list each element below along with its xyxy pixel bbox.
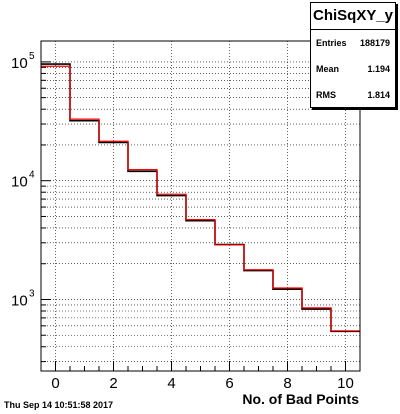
grid-lines [41, 41, 360, 371]
y-tick-label: 10 [11, 174, 28, 191]
y-tick-exponent: 3 [29, 288, 35, 299]
x-tick-label: 8 [283, 375, 291, 392]
rms-value: 1.814 [367, 90, 390, 100]
entries-value: 188179 [359, 38, 390, 48]
y-tick-exponent: 4 [29, 170, 35, 181]
x-tick-label: 4 [167, 375, 175, 392]
stats-mean-row: Mean 1.194 [311, 56, 395, 82]
histogram-series-line [41, 65, 360, 332]
timestamp: Thu Sep 14 10:51:58 2017 [4, 400, 114, 410]
stats-box: ChiSqXY_y Entries 188179 Mean 1.194 RMS … [310, 2, 396, 108]
x-tick-label: 0 [51, 375, 59, 392]
rms-label: RMS [316, 90, 336, 100]
stats-title: ChiSqXY_y [311, 3, 395, 30]
mean-label: Mean [316, 64, 340, 74]
x-tick-label: 10 [337, 375, 354, 392]
y-tick-label: 10 [11, 292, 28, 309]
stats-rms-row: RMS 1.814 [311, 82, 395, 108]
histogram-series [41, 63, 360, 333]
mean-value: 1.194 [367, 64, 390, 74]
y-tick-label: 10 [11, 55, 28, 72]
x-axis-title: No. of Bad Points [242, 391, 359, 407]
x-tick-label: 2 [109, 375, 117, 392]
x-tick-label: 6 [225, 375, 233, 392]
entries-label: Entries [316, 38, 347, 48]
y-tick-exponent: 5 [29, 51, 35, 62]
stats-entries-row: Entries 188179 [311, 30, 395, 56]
